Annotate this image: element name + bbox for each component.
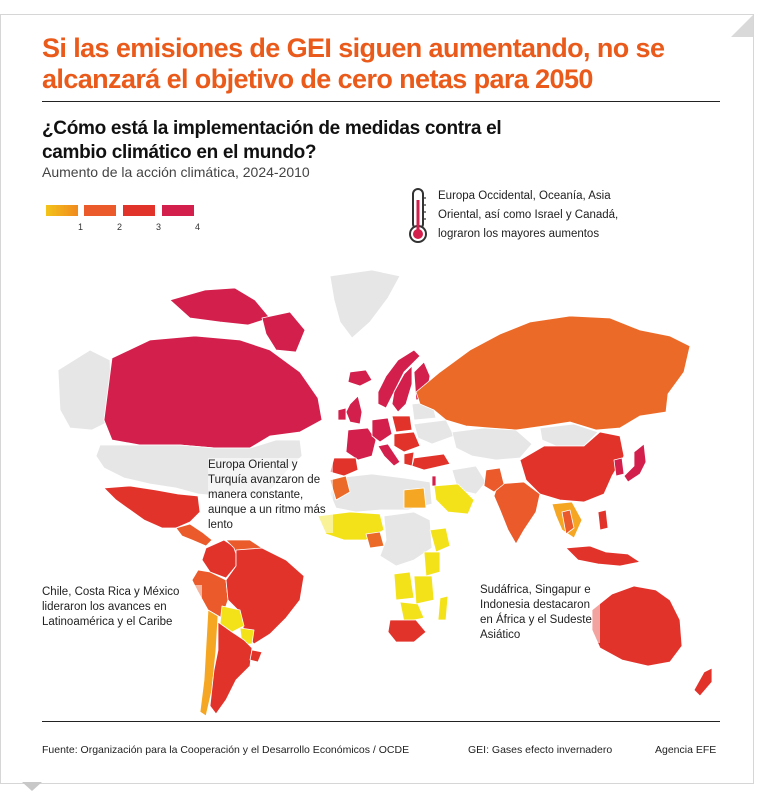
country-brazil [225,547,305,645]
country-central-africa [379,511,433,567]
footer-gei-note: GEI: Gases efecto invernadero [468,744,613,756]
country-chile [199,609,219,717]
legend-swatch-2 [84,205,116,216]
country-australia [591,585,683,667]
country-ukraine [413,419,455,445]
country-greenland [329,269,401,339]
legend-label-1: 1 [78,222,84,232]
callout-eastern-europe: Europa Oriental y Turquía avanzaron de m… [208,458,333,533]
top-divider [42,101,720,102]
headline: Si las emisiones de GEI siguen aumentand… [42,33,665,94]
legend-label-3: 3 [156,222,162,232]
country-korea [613,457,625,477]
country-central-america [175,523,213,547]
country-spain [329,457,359,477]
country-uruguay [249,649,263,663]
country-turkey [411,453,451,471]
country-ethiopia [429,527,451,553]
legend-label-2: 2 [117,222,123,232]
country-east-africa [413,575,435,605]
legend-label-4: 4 [195,222,201,232]
country-philippines [597,509,609,531]
country-morocco [329,475,351,501]
country-argentina [209,621,253,715]
country-ireland [337,407,347,421]
footer-source: Fuente: Organización para la Cooperación… [42,744,410,756]
country-uk [345,395,363,425]
country-germany [371,417,393,443]
country-japan [623,443,647,483]
country-norway [377,349,421,409]
country-kazakhstan [451,427,533,461]
callout-latin-america: Chile, Costa Rica y México lideraron los… [42,585,202,630]
country-israel [431,475,437,487]
country-nigeria [365,531,385,549]
callout-thermometer: Europa Occidental, Oceanía, Asia Orienta… [438,190,619,240]
footer-agency: Agencia EFE [655,744,717,756]
country-pakistan [483,467,505,493]
country-new-zealand [693,667,713,697]
country-eastern-europe [393,431,421,453]
country-sweden [391,365,413,413]
map-subtitle: Aumento de la acción climática, 2024-201… [42,164,310,180]
thermometer-icon [409,188,427,243]
corner-fold [731,15,753,37]
country-france [345,427,377,461]
country-southern-africa [399,601,425,623]
country-canada-baffin [261,311,306,353]
country-canada [103,335,323,449]
legend-swatch-1 [46,205,78,216]
country-egypt [403,487,427,509]
country-russia [415,315,691,431]
section-question: ¿Cómo está la implementación de medidas … [42,118,502,163]
country-indonesia [565,545,641,567]
country-south-africa [387,619,427,643]
country-poland [391,415,413,433]
country-kenya [423,551,441,577]
country-angola [393,571,415,601]
callout-africa-asia: Sudáfrica, Singapur e Indonesia destacar… [480,583,600,643]
country-thailand [561,509,575,535]
country-canada-islands [169,287,271,326]
country-india [493,481,541,545]
bottom-divider [42,721,720,722]
country-bolivia [219,605,245,633]
country-madagascar [437,595,449,621]
country-italy [377,443,401,467]
legend-swatch-3 [123,205,155,216]
country-iceland [347,369,373,387]
country-saudi [433,483,475,515]
legend-swatch-4 [162,205,194,216]
country-colombia [201,539,237,579]
country-alaska [57,349,113,431]
country-mexico [103,485,201,529]
card-pointer [22,782,42,791]
